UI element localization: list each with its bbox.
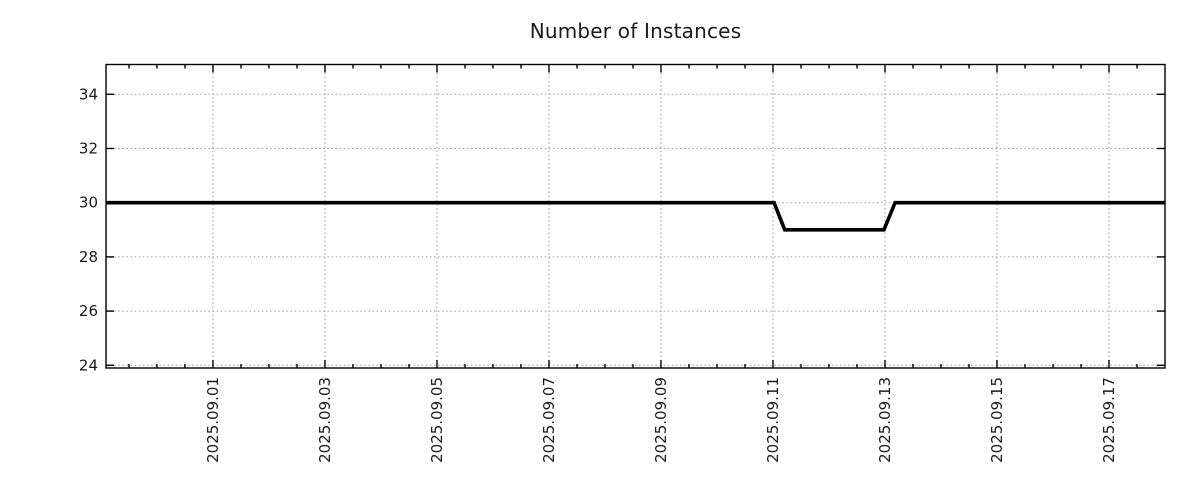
y-tick-label: 28: [79, 248, 98, 266]
chart-title: Number of Instances: [529, 19, 742, 43]
y-tick-label: 24: [79, 356, 98, 374]
x-tick-label: 2025.09.03: [316, 377, 334, 463]
series-line: [106, 200, 1165, 232]
x-tick-label: 2025.09.01: [204, 377, 222, 463]
y-tick-label: 32: [79, 140, 98, 158]
plot-border: [105, 63, 1166, 369]
y-tick-label: 26: [79, 302, 98, 320]
x-tick-label: 2025.09.09: [652, 377, 670, 463]
x-tick-label: 2025.09.17: [1100, 377, 1118, 463]
x-tick-label: 2025.09.05: [428, 377, 446, 463]
x-tick-label: 2025.09.11: [764, 377, 782, 463]
y-tick-label: 30: [79, 194, 98, 212]
y-tick-label: 34: [79, 85, 98, 103]
x-tick-label: 2025.09.07: [540, 377, 558, 463]
x-tick-label: 2025.09.15: [988, 377, 1006, 463]
x-tick-label: 2025.09.13: [876, 377, 894, 463]
